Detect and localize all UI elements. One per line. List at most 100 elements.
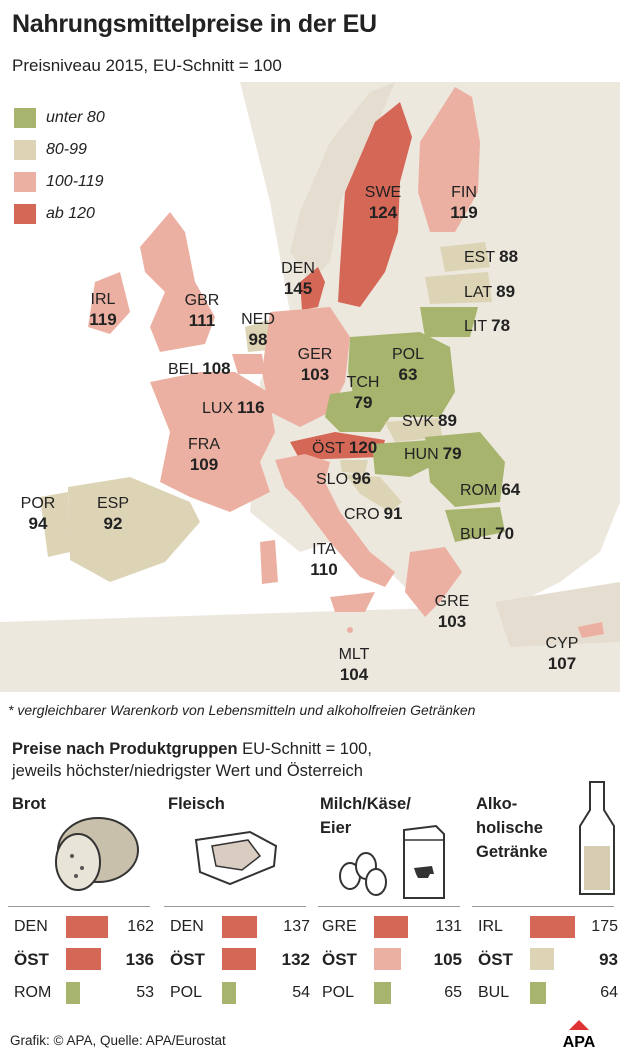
country-code: SWE xyxy=(364,184,402,201)
section-heading-rest: EU-Schnitt = 100, xyxy=(237,740,372,758)
country-value: 64 xyxy=(501,480,521,499)
region-lat xyxy=(425,272,492,304)
country-value: 98 xyxy=(248,330,268,349)
group-row: ÖST 93 xyxy=(478,948,618,972)
label-lit: LIT 78 xyxy=(464,316,510,336)
country-value: 91 xyxy=(383,504,403,523)
country-value: 94 xyxy=(28,514,48,533)
country-code: TCH xyxy=(346,374,380,391)
country-value: 88 xyxy=(499,247,519,266)
country-value: 103 xyxy=(300,365,330,384)
region-ned xyxy=(245,320,270,352)
group-row: DEN 162 xyxy=(14,916,154,940)
group-row: ÖST 105 xyxy=(322,948,462,972)
row-bar xyxy=(222,916,257,938)
label-esp: ESP 92 xyxy=(85,494,141,534)
row-bar xyxy=(66,916,108,938)
row-code: POL xyxy=(170,984,203,1001)
label-pol: POL 63 xyxy=(380,345,436,385)
country-value: 107 xyxy=(547,654,577,673)
label-ned: NED 98 xyxy=(230,310,286,350)
legend-label: unter 80 xyxy=(46,109,105,126)
legend-swatch xyxy=(14,204,36,224)
group-row: BUL 64 xyxy=(478,982,618,1006)
region-gbr xyxy=(140,212,215,352)
country-value: 116 xyxy=(237,398,265,417)
country-code: EST xyxy=(464,249,496,266)
group-row: ROM 53 xyxy=(14,982,154,1006)
label-ost: ÖST 120 xyxy=(312,438,377,458)
credit: Grafik: © APA, Quelle: APA/Eurostat xyxy=(10,1033,226,1048)
legend-swatch xyxy=(14,172,36,192)
bottle-icon xyxy=(579,781,615,895)
row-bar xyxy=(530,916,575,938)
region-ita-sardinia xyxy=(260,540,278,584)
row-value: 137 xyxy=(283,918,310,935)
row-code: GRE xyxy=(322,918,357,935)
group-title-dairy: Milch/Käse/ Eier xyxy=(320,795,411,837)
row-bar xyxy=(374,916,408,938)
region-hun xyxy=(372,440,440,477)
meat-icon xyxy=(194,830,278,886)
row-bar xyxy=(374,948,401,970)
row-value: 131 xyxy=(435,918,462,935)
row-value: 93 xyxy=(599,950,618,969)
legend-item-under80: unter 80 xyxy=(14,107,105,129)
apa-logo: APA xyxy=(548,1020,610,1051)
apa-logo-mark: APA xyxy=(563,1020,596,1051)
region-irl xyxy=(88,272,130,334)
country-value: 119 xyxy=(89,310,117,329)
group-title-alcohol: Alko- holische Getränke xyxy=(476,795,548,861)
country-code: GBR xyxy=(184,292,220,309)
country-code: FRA xyxy=(188,436,220,453)
label-lux: LUX 116 xyxy=(202,398,265,418)
row-value: 136 xyxy=(125,950,154,969)
country-code: BUL xyxy=(460,526,492,543)
label-gre: GRE 103 xyxy=(424,592,480,632)
divider xyxy=(472,906,614,907)
country-code: ESP xyxy=(96,495,129,512)
group-row: DEN 137 xyxy=(170,916,310,940)
country-code: NED xyxy=(241,311,275,328)
divider xyxy=(8,906,150,907)
country-code: LAT xyxy=(464,284,493,301)
row-code: ÖST xyxy=(478,950,513,969)
legend-label: ab 120 xyxy=(46,205,95,222)
country-value: 78 xyxy=(491,316,511,335)
label-lat: LAT 89 xyxy=(464,282,515,302)
region-rom xyxy=(425,432,505,507)
label-mlt: MLT 104 xyxy=(326,645,382,685)
country-value: 70 xyxy=(495,524,515,543)
country-value: 103 xyxy=(437,612,467,631)
row-code: ÖST xyxy=(322,950,357,969)
row-bar xyxy=(66,982,80,1004)
divider xyxy=(318,906,460,907)
row-code: DEN xyxy=(14,918,48,935)
region-bel xyxy=(232,354,265,374)
group-row: POL 65 xyxy=(322,982,462,1006)
legend-label: 80-99 xyxy=(46,141,87,158)
region-bul xyxy=(445,507,505,542)
row-code: DEN xyxy=(170,918,204,935)
country-value: 111 xyxy=(188,311,216,330)
milk-eggs-icon xyxy=(339,824,445,899)
country-code: IRL xyxy=(90,291,116,308)
row-value: 105 xyxy=(433,950,462,969)
svg-text:APA: APA xyxy=(563,1034,596,1050)
label-por: POR 94 xyxy=(10,494,66,534)
label-irl: IRL 119 xyxy=(75,290,131,330)
region-por xyxy=(40,492,70,557)
country-value: 124 xyxy=(368,203,398,222)
country-value: 120 xyxy=(348,438,378,457)
country-value: 79 xyxy=(353,393,373,412)
region-tch xyxy=(325,390,392,432)
region-lit xyxy=(420,307,478,337)
country-code: SVK xyxy=(402,413,435,430)
page-subtitle: Preisniveau 2015, EU-Schnitt = 100 xyxy=(12,56,282,75)
section-heading-bold: Preise nach Produktgruppen xyxy=(12,740,238,758)
row-value: 65 xyxy=(444,984,462,1001)
country-code: GRE xyxy=(434,593,470,610)
region-ita-sicily xyxy=(330,592,375,612)
row-code: IRL xyxy=(478,918,503,935)
divider xyxy=(164,906,306,907)
